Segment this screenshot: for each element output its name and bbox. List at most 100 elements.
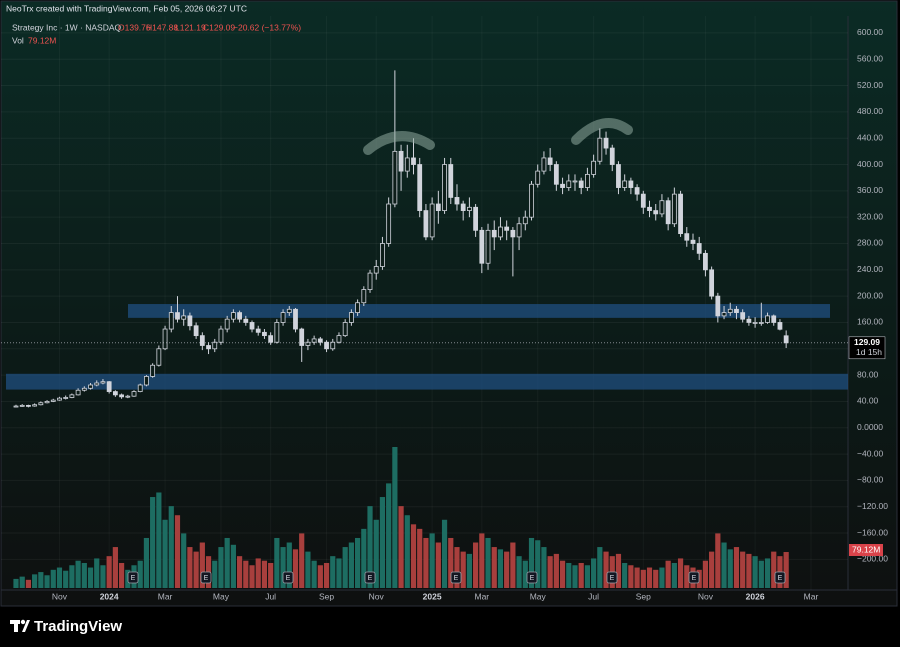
volume-bar — [174, 515, 181, 588]
x-tick-label: Mar — [804, 591, 819, 601]
candle-body — [100, 381, 106, 384]
earnings-letter: E — [286, 575, 291, 582]
volume-bar — [379, 497, 386, 588]
volume-bar — [448, 537, 454, 588]
volume-bar — [497, 549, 504, 588]
candle-body — [249, 322, 255, 330]
volume-bar — [398, 506, 404, 588]
candle-body — [553, 164, 559, 185]
candle-body — [485, 229, 491, 264]
candle-body — [585, 173, 590, 188]
candle-body — [324, 341, 329, 350]
candle-body — [348, 312, 354, 323]
candle-body — [150, 364, 156, 377]
volume-bar — [150, 497, 156, 588]
header: NeoTrx created with TradingView.com, Feb… — [6, 3, 247, 13]
candle-body — [429, 203, 435, 238]
candle-body — [547, 157, 553, 165]
candle-body — [498, 226, 503, 238]
candle-body — [144, 376, 149, 386]
legend-close: C129.09 — [203, 22, 235, 32]
volume-bar — [485, 537, 491, 588]
candle-body — [293, 308, 298, 330]
candle-body — [765, 315, 770, 323]
candle-body — [535, 170, 541, 185]
candle-body — [137, 384, 143, 392]
candle-body — [386, 203, 392, 244]
volume-bar — [522, 560, 528, 588]
volume-bar — [162, 519, 168, 588]
candle-body — [26, 404, 31, 407]
candle-body — [373, 266, 379, 274]
candle-body — [473, 206, 479, 231]
volume-bar — [87, 567, 94, 588]
earnings-icon — [606, 571, 618, 584]
candle-body — [572, 180, 578, 183]
volume-bar — [559, 560, 566, 588]
candle-body — [727, 308, 733, 313]
candle-body — [411, 157, 416, 165]
candle-body — [255, 328, 261, 333]
volume-bar — [286, 542, 292, 588]
volume-bar — [56, 567, 63, 588]
candle-body — [758, 322, 764, 324]
candle-body — [280, 312, 286, 323]
volume-bar — [75, 560, 81, 588]
candle-body — [32, 404, 38, 407]
candle-body — [516, 223, 522, 238]
candle-body — [94, 382, 100, 386]
candle-body — [175, 312, 180, 320]
candle-body — [243, 318, 249, 323]
candle-body — [777, 322, 783, 330]
candles — [13, 70, 789, 408]
countdown: 1d 15h — [856, 347, 882, 357]
x-tick-label: May — [213, 591, 230, 601]
candle-body — [634, 187, 640, 195]
candle-body — [442, 164, 447, 211]
earnings-letter: E — [778, 575, 783, 582]
legend-open: O139.76 — [118, 22, 151, 32]
volume-bar — [323, 562, 330, 588]
candle-body — [665, 200, 671, 225]
volume-tag: 79.12M — [852, 544, 880, 554]
volume-bar — [367, 506, 373, 588]
volume-bar — [236, 556, 243, 588]
earnings-icon — [282, 571, 294, 584]
volume-bar — [535, 540, 541, 588]
candle-body — [392, 150, 398, 205]
earnings-letter: E — [131, 575, 136, 582]
candle-body — [541, 157, 547, 172]
x-tick-label: Sep — [636, 591, 651, 601]
y-tick-label: −40.00 — [857, 448, 884, 458]
volume-bar — [410, 524, 417, 588]
candle-body — [367, 272, 373, 290]
y-tick-label: 200.00 — [857, 290, 883, 300]
volume-bar — [591, 558, 597, 588]
y-tick-label: 40.00 — [857, 396, 879, 406]
candle-body — [690, 239, 696, 244]
volume-bar — [628, 565, 634, 588]
y-tick-label: −80.00 — [857, 475, 884, 485]
earnings-letter: E — [368, 575, 373, 582]
candle-body — [13, 405, 19, 408]
candle-body — [199, 335, 205, 346]
volume-bar — [69, 565, 75, 588]
volume-bar — [566, 562, 572, 588]
volume-bar — [771, 551, 777, 588]
candle-body — [50, 399, 56, 402]
volume-bar — [187, 547, 193, 588]
candle-body — [63, 397, 69, 399]
candle-body — [671, 193, 677, 225]
candle-body — [38, 402, 44, 406]
candle-body — [342, 322, 348, 337]
last-price-box — [848, 336, 886, 360]
y-tick-label: 240.00 — [857, 264, 883, 274]
y-tick-label: 360.00 — [857, 185, 883, 195]
candle-body — [398, 150, 404, 172]
candle-body — [715, 295, 721, 317]
volume-bar — [143, 537, 150, 588]
volume-bar — [404, 515, 410, 588]
volume-bar — [578, 562, 584, 588]
y-tick-label: 160.00 — [857, 317, 883, 327]
volume-bar — [491, 547, 497, 588]
